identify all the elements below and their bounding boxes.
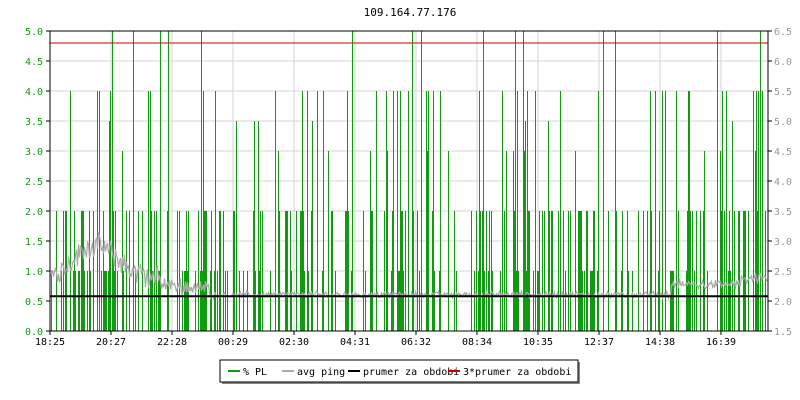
series-pl-impulses <box>51 31 766 331</box>
y-left-tick-label: 4.5 <box>25 57 43 68</box>
y-left-tick-label: 4.0 <box>25 87 43 98</box>
x-tick-label: 08:34 <box>462 337 492 348</box>
y-right-tick-label: 3.0 <box>774 237 792 248</box>
chart-title: 109.164.77.176 <box>364 6 457 19</box>
y-left-tick-label: 0.5 <box>25 297 43 308</box>
legend-entry-avg-ping-label: avg ping <box>297 367 345 378</box>
y-right-tick-label: 3.5 <box>774 207 792 218</box>
y-right-tick-label: 1.5 <box>774 327 792 338</box>
x-tick-label: 00:29 <box>218 337 248 348</box>
y-left-tick-label: 0.0 <box>25 327 43 338</box>
legend-box <box>219 359 579 383</box>
x-tick-label: 16:39 <box>706 337 736 348</box>
x-tick-label: 18:25 <box>35 337 65 348</box>
y-left-tick-label: 3.0 <box>25 147 43 158</box>
y-right-tick-label: 2.5 <box>774 267 792 278</box>
x-tick-label: 12:37 <box>584 337 614 348</box>
legend-entry-3prumer-label: 3*prumer za obdobi <box>463 367 571 378</box>
plot-area <box>49 31 768 331</box>
x-tick-label: 04:31 <box>340 337 370 348</box>
y-right-tick-label: 2.0 <box>774 297 792 308</box>
x-tick-label: 14:38 <box>645 337 675 348</box>
y-right-tick-label: 4.5 <box>774 147 792 158</box>
legend: % PL avg ping prumer za obdobi 3*prumer za … <box>219 359 580 384</box>
y-right-tick-label: 6.5 <box>774 27 792 38</box>
y-left-tick-label: 2.5 <box>25 177 43 188</box>
y-left-tick-label: 5.0 <box>25 27 43 38</box>
y-left-tick-label: 3.5 <box>25 117 43 128</box>
y-right-tick-label: 5.0 <box>774 117 792 128</box>
y-left-tick-label: 1.5 <box>25 237 43 248</box>
plot-frame <box>49 30 769 332</box>
y-left-tick-label: 1.0 <box>25 267 43 278</box>
y-right-tick-label: 6.0 <box>774 57 792 68</box>
y-left-tick-label: 2.0 <box>25 207 43 218</box>
axes: 0.0 1.5 0.5 2.0 1.0 2.5 1.5 3.0 2.0 3.5 2.5 4.0 3.0 4… <box>25 27 792 348</box>
x-tick-label: 20:27 <box>96 337 126 348</box>
y-right-tick-label: 4.0 <box>774 177 792 188</box>
legend-entry-pl-label: % PL <box>243 367 267 378</box>
x-tick-label: 10:35 <box>523 337 553 348</box>
x-tick-label: 02:30 <box>279 337 309 348</box>
y-right-tick-label: 5.5 <box>774 87 792 98</box>
x-tick-label: 22:28 <box>157 337 187 348</box>
legend-entry-prumer-label: prumer za obdobi <box>363 367 459 378</box>
x-tick-label: 06:32 <box>401 337 431 348</box>
